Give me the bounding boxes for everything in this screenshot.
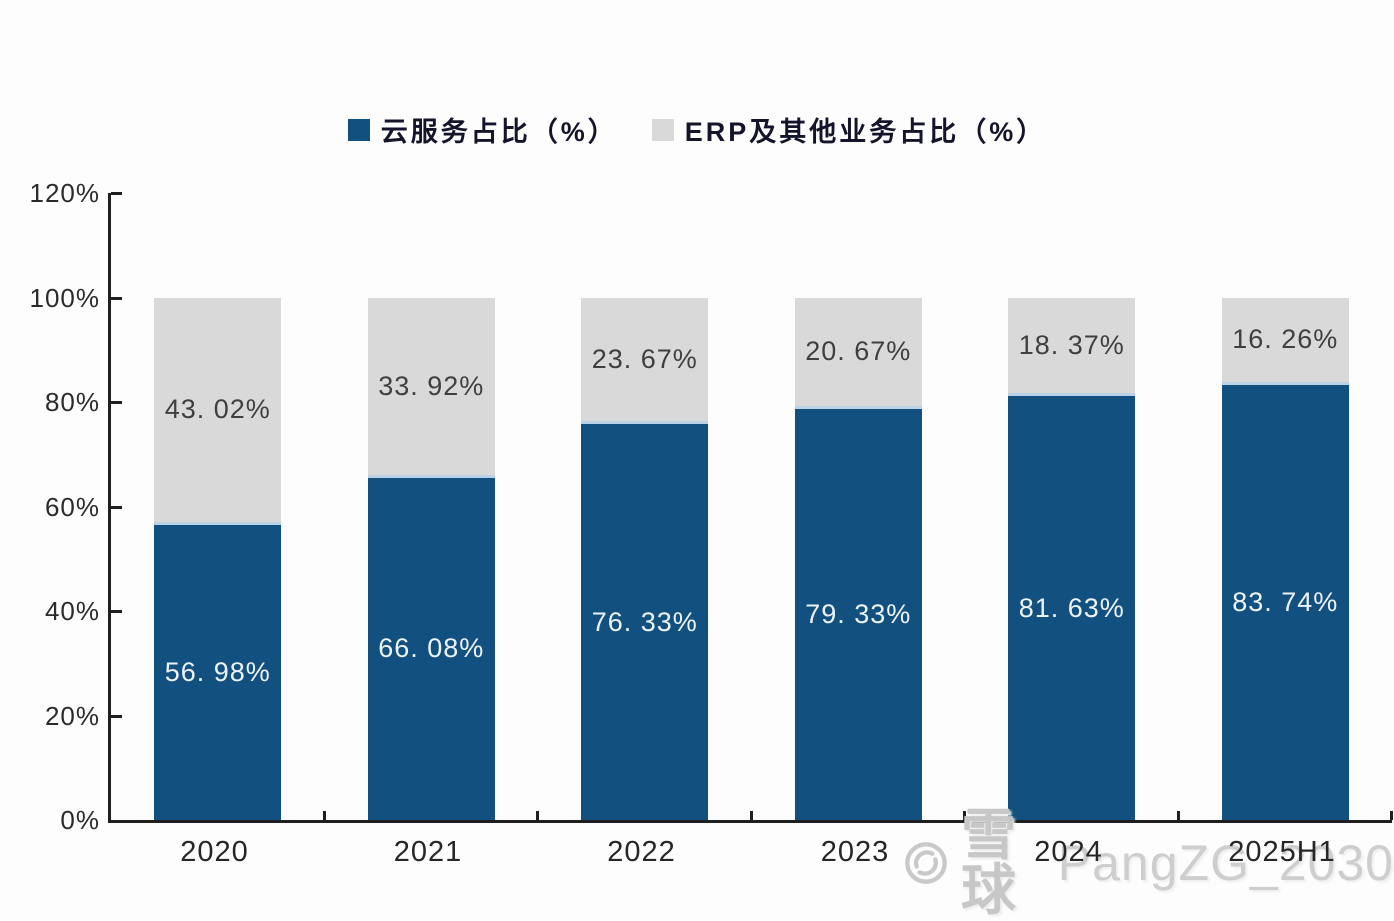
y-tick-label: 0%: [60, 805, 100, 835]
bar-segment-cloud: 56. 98%: [154, 522, 282, 820]
bar-group-2021: 33. 92% 66. 08%: [325, 193, 539, 820]
stacked-bar: 18. 37% 81. 63%: [1008, 297, 1136, 820]
bar-segment-erp: 43. 02%: [154, 297, 282, 523]
bar-group-2023: 20. 67% 79. 33%: [752, 193, 966, 820]
legend-swatch-icon: [347, 118, 370, 141]
x-tick-label: 2023: [820, 836, 890, 868]
y-tick-label: 60%: [44, 491, 100, 522]
legend-item-0: 云服务占比（%）: [347, 110, 618, 149]
bar-segment-cloud: 66. 08%: [367, 474, 495, 820]
value-label: 66. 08%: [378, 633, 485, 664]
legend-label: 云服务占比（%）: [380, 117, 618, 147]
y-tick-mark: [111, 401, 122, 404]
legend-item-1: ERP及其他业务占比（%）: [651, 110, 1047, 149]
y-tick-mark: [111, 714, 122, 718]
value-label: 43. 02%: [164, 394, 271, 425]
x-tick-label: 2022: [607, 836, 676, 868]
bar-segment-erp: 23. 67%: [581, 297, 709, 422]
y-tick-mark: [111, 192, 122, 195]
bar-segment-erp: 33. 92%: [367, 297, 495, 475]
bar-segment-cloud: 81. 63%: [1008, 393, 1136, 820]
bar-segment-erp: 20. 67%: [794, 297, 922, 406]
stacked-bar: 16. 26% 83. 74%: [1221, 297, 1349, 820]
bar-segment-erp: 16. 26%: [1221, 297, 1349, 383]
y-tick-label: 120%: [29, 178, 100, 208]
y-tick-mark: [111, 610, 122, 613]
y-tick-label: 20%: [44, 700, 100, 731]
stacked-bar: 20. 67% 79. 33%: [794, 297, 922, 820]
x-tick-label: 2020: [180, 836, 249, 868]
value-label: 81. 63%: [1018, 592, 1125, 623]
y-tick-mark: [111, 296, 122, 300]
bar-group-2024: 18. 37% 81. 63%: [965, 193, 1179, 820]
legend-label: ERP及其他业务占比（%）: [684, 117, 1047, 147]
x-tick-mark: [1390, 811, 1393, 820]
x-tick-label: 2021: [393, 836, 463, 868]
value-label: 16. 26%: [1232, 324, 1339, 355]
legend: 云服务占比（%） ERP及其他业务占比（%）: [0, 110, 1394, 149]
bar-group-2022: 23. 67% 76. 33%: [538, 193, 752, 820]
x-tick-mark: [322, 811, 326, 820]
plot-area: 43. 02% 56. 98% 33. 92% 66. 08% 23. 67% 76. 3…: [108, 192, 1393, 823]
bar-group-2020: 43. 02% 56. 98%: [111, 193, 325, 820]
value-label: 76. 33%: [591, 606, 698, 637]
x-tick-label: 2024: [1034, 836, 1103, 868]
x-tick-label: 2025H1: [1228, 836, 1336, 868]
bar-segment-cloud: 83. 74%: [1221, 382, 1349, 820]
y-tick-mark: [111, 505, 122, 509]
value-label: 20. 67%: [805, 336, 912, 367]
stacked-bar: 43. 02% 56. 98%: [154, 297, 282, 820]
legend-swatch-icon: [651, 118, 674, 141]
value-label: 83. 74%: [1232, 587, 1339, 618]
x-tick-mark: [749, 811, 753, 820]
bar-segment-erp: 18. 37%: [1008, 297, 1136, 394]
y-tick-label: 80%: [44, 387, 100, 417]
x-tick-mark: [963, 811, 966, 820]
x-tick-mark: [1176, 811, 1180, 820]
bar-segment-cloud: 79. 33%: [794, 405, 922, 820]
bar-group-2025H1: 16. 26% 83. 74%: [1179, 193, 1393, 820]
bar-segment-cloud: 76. 33%: [581, 421, 709, 820]
x-tick-mark: [536, 811, 539, 820]
value-label: 23. 67%: [591, 343, 698, 374]
value-label: 56. 98%: [164, 657, 271, 688]
value-label: 33. 92%: [378, 370, 485, 401]
value-label: 79. 33%: [805, 598, 912, 629]
y-tick-label: 100%: [29, 282, 100, 313]
stacked-bar: 23. 67% 76. 33%: [581, 297, 709, 820]
y-tick-label: 40%: [44, 596, 100, 626]
value-label: 18. 37%: [1018, 330, 1125, 360]
stacked-bar: 33. 92% 66. 08%: [367, 297, 495, 820]
